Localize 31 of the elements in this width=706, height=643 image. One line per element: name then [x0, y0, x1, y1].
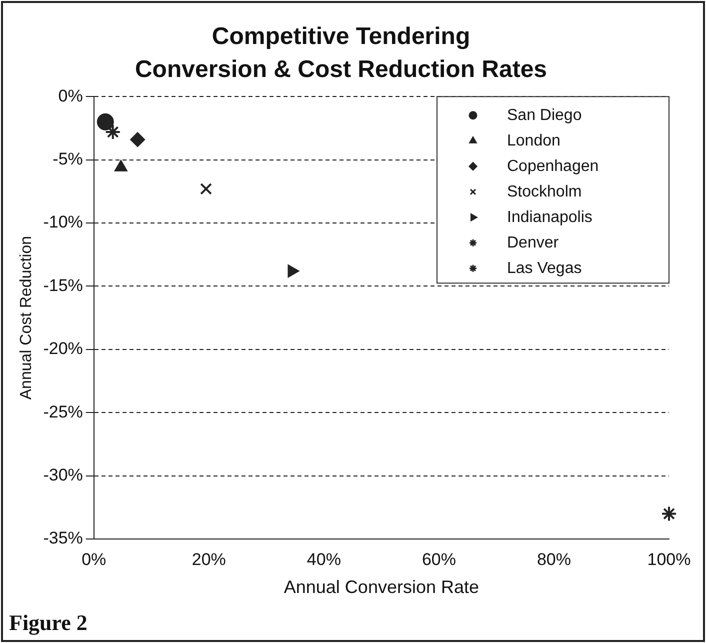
x-tick-label: 100% — [647, 550, 691, 569]
caption: Figure 2 — [9, 610, 88, 636]
legend-label: Copenhagen — [507, 158, 599, 175]
point — [96, 113, 114, 130]
legend-label: Denver — [507, 234, 560, 252]
legend-label: Indianapolis — [507, 208, 592, 226]
x-axis-title: Annual Conversion Rate — [284, 577, 480, 598]
y-tick-label: -35% — [43, 528, 83, 548]
x-tick-label: 20% — [192, 550, 226, 569]
y-tick-label: -20% — [43, 339, 83, 358]
y-tick-label: -30% — [43, 465, 83, 484]
x-tick-label: 40% — [306, 550, 341, 569]
point — [200, 182, 212, 195]
point — [104, 124, 121, 140]
legend-label: London — [507, 132, 560, 150]
x-tick-label: 60% — [422, 550, 456, 569]
x-tick-label: 0% — [82, 550, 106, 569]
point — [130, 132, 146, 148]
chart-title: Competitive Tendering — [212, 23, 470, 50]
y-tick-label: -5% — [52, 149, 83, 168]
y-tick-label: -15% — [43, 276, 83, 295]
legend-label: Stockholm — [507, 183, 582, 200]
y-axis-title: Annual Cost Reduction — [18, 236, 36, 400]
legend-label: Las Vegas — [507, 260, 582, 277]
point — [661, 506, 677, 522]
y-tick-label: 0% — [58, 86, 83, 106]
legend-label: San Diego — [507, 106, 582, 124]
x-tick-label: 80% — [536, 550, 571, 569]
y-tick-label: -10% — [43, 212, 83, 232]
y-tick-label: -25% — [43, 402, 83, 422]
chart-subtitle: Conversion & Cost Reduction Rates — [134, 56, 548, 83]
